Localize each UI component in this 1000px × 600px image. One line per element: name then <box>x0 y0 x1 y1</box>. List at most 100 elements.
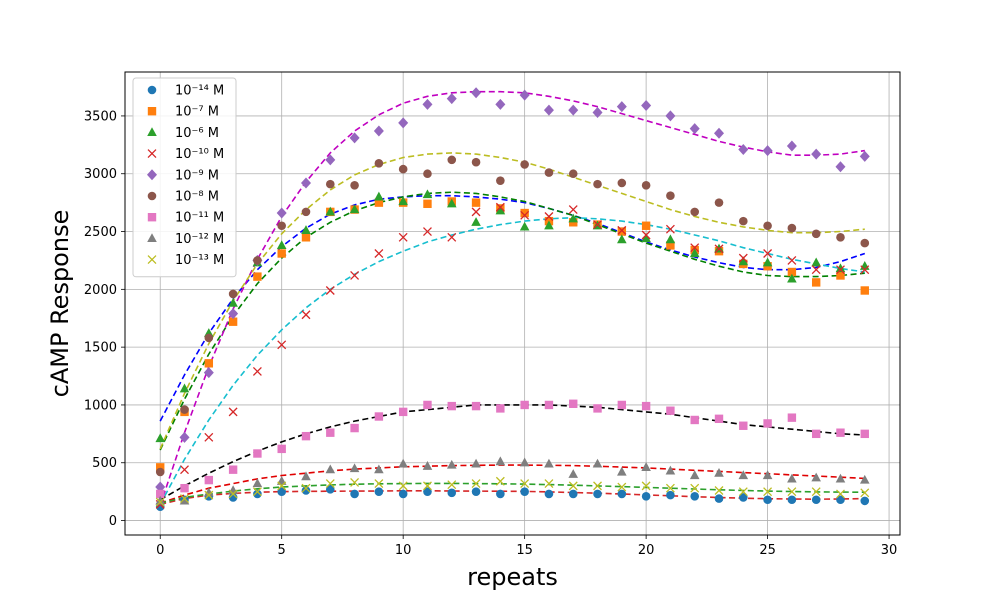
y-tick-label: 1500 <box>84 341 117 356</box>
data-point <box>787 495 797 505</box>
data-point <box>301 207 311 217</box>
data-point <box>471 157 481 167</box>
data-point <box>447 401 456 411</box>
data-point <box>326 428 335 437</box>
data-point <box>253 272 262 281</box>
data-point <box>301 471 311 481</box>
fit-curve <box>159 464 865 504</box>
data-markers <box>155 87 870 511</box>
data-point <box>179 431 190 443</box>
data-point <box>520 208 529 218</box>
data-point <box>277 221 287 231</box>
data-point <box>252 366 262 376</box>
data-point <box>228 465 238 474</box>
data-point <box>568 205 578 215</box>
data-point <box>592 458 603 468</box>
x-axis-label: repeats <box>467 563 558 591</box>
data-point <box>787 473 797 483</box>
data-point <box>811 257 821 267</box>
data-point <box>763 495 772 505</box>
data-point <box>641 462 651 471</box>
data-point <box>180 405 189 414</box>
data-point <box>738 216 748 226</box>
data-point <box>374 191 384 201</box>
data-point <box>520 479 530 489</box>
data-point <box>641 491 651 501</box>
data-point <box>398 117 409 129</box>
x-tick-label: 0 <box>156 543 164 558</box>
legend-marker <box>147 255 157 265</box>
legend-item: 10⁻¹¹ M <box>147 211 224 226</box>
data-point <box>666 490 675 500</box>
legend-label: 10⁻¹⁴ M <box>175 84 224 99</box>
y-tick-label: 1000 <box>84 398 117 413</box>
data-point <box>787 413 797 422</box>
data-point <box>641 100 652 112</box>
data-point <box>860 238 870 248</box>
data-point <box>543 104 554 116</box>
data-point <box>689 470 700 480</box>
data-point <box>325 179 335 189</box>
data-point <box>398 489 408 499</box>
data-point <box>836 271 845 280</box>
data-point <box>544 400 554 410</box>
data-point <box>204 359 214 368</box>
data-point <box>665 465 676 475</box>
data-point <box>471 458 481 468</box>
data-point <box>277 340 287 350</box>
data-point <box>763 249 773 258</box>
data-point <box>544 479 554 489</box>
legend-marker <box>147 169 157 181</box>
data-point <box>738 470 749 480</box>
data-point <box>373 125 384 137</box>
data-point <box>617 482 627 492</box>
data-point <box>423 481 432 491</box>
data-point <box>738 487 748 497</box>
data-point <box>519 457 530 467</box>
data-point <box>203 367 214 379</box>
data-point <box>787 273 797 283</box>
data-point <box>593 404 602 413</box>
data-point <box>350 423 359 433</box>
data-point <box>520 160 529 169</box>
data-point <box>155 495 166 505</box>
legend-label: 10⁻¹⁰ M <box>175 147 224 162</box>
series-markers <box>155 189 870 443</box>
data-point <box>446 459 457 469</box>
data-point <box>544 168 554 177</box>
data-point <box>471 198 481 207</box>
data-point <box>350 271 360 280</box>
legend-item: 10⁻¹² M <box>147 232 224 247</box>
data-point <box>786 140 797 152</box>
data-point <box>593 489 602 499</box>
x-tick-label: 5 <box>278 543 286 558</box>
data-point <box>252 487 262 497</box>
series-markers <box>156 399 869 499</box>
data-point <box>325 206 336 216</box>
data-point <box>811 148 822 160</box>
data-point <box>520 210 530 220</box>
data-point <box>811 495 821 505</box>
data-point <box>787 223 797 233</box>
data-point <box>836 428 845 437</box>
data-point <box>447 232 457 242</box>
y-tick-label: 3000 <box>84 167 117 182</box>
data-point <box>204 490 214 500</box>
data-point <box>860 488 870 498</box>
data-point <box>811 487 821 497</box>
data-point <box>690 483 700 493</box>
data-point <box>277 444 286 454</box>
data-point <box>374 464 384 474</box>
data-point <box>422 189 433 199</box>
data-point <box>374 249 384 258</box>
data-point <box>374 412 384 421</box>
data-point <box>495 476 505 486</box>
legend-item: 10⁻¹⁰ M <box>147 147 224 162</box>
data-point <box>544 458 554 468</box>
x-tick-label: 20 <box>638 543 655 558</box>
fit-curve <box>159 194 866 422</box>
data-point <box>156 463 165 472</box>
data-point <box>762 257 773 267</box>
data-point <box>690 491 700 501</box>
data-point <box>689 123 700 135</box>
